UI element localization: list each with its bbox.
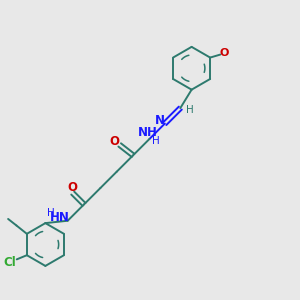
- Text: NH: NH: [138, 126, 158, 139]
- Text: O: O: [68, 181, 78, 194]
- Text: O: O: [109, 135, 119, 148]
- Text: H: H: [186, 105, 194, 115]
- Text: HN: HN: [50, 211, 69, 224]
- Text: H: H: [152, 136, 160, 146]
- Text: N: N: [155, 114, 165, 127]
- Text: O: O: [219, 47, 229, 58]
- Text: Cl: Cl: [4, 256, 16, 268]
- Text: H: H: [46, 208, 54, 218]
